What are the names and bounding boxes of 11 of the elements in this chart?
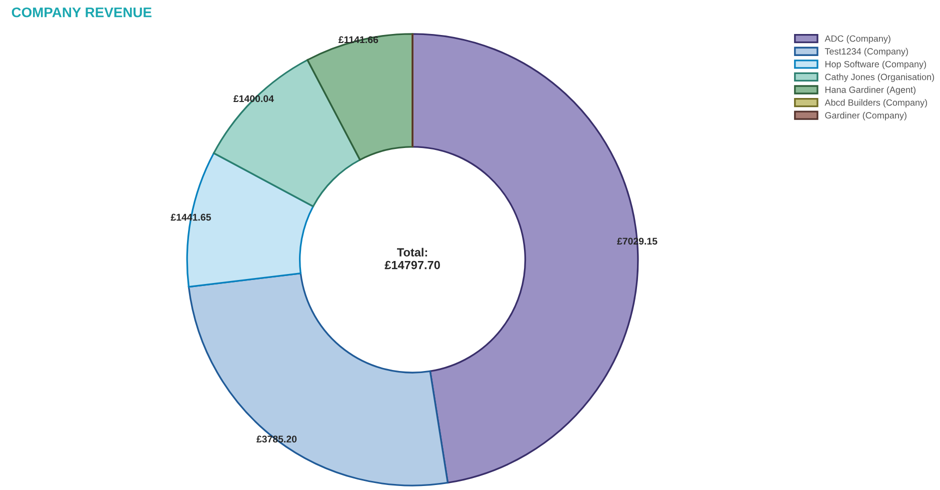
data-label: £7029.15 — [617, 238, 658, 245]
legend-label: Hana Gardiner (Agent) — [825, 86, 916, 95]
legend-label: Cathy Jones (Organisation) — [825, 74, 934, 82]
legend-label: Gardiner (Company) — [825, 112, 906, 120]
legend-label: Abcd Builders (Company) — [824, 99, 927, 108]
legend-label: Test1234 (Company) — [824, 48, 908, 56]
legend-label: ADC (Company) — [824, 35, 890, 44]
chart-title: COMPANY REVENUE — [12, 7, 152, 18]
text: Total: £14797.70 — [384, 248, 440, 270]
data-label: £1141.66 — [338, 36, 378, 44]
legend-label: Hop Software (Company) — [825, 60, 926, 70]
